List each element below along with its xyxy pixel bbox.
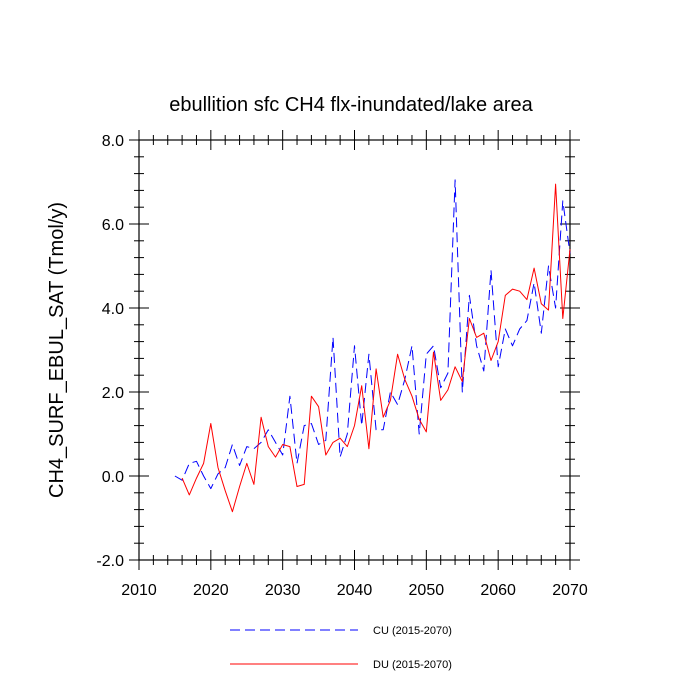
- y-tick-label: 6.0: [102, 217, 124, 234]
- y-tick-label: -2.0: [96, 553, 124, 570]
- y-tick-label: 8.0: [102, 133, 124, 150]
- series-line-du: [181, 183, 571, 513]
- tick-marks: [129, 130, 580, 570]
- chart-title: ebullition sfc CH4 flx-inundated/lake ar…: [169, 94, 533, 116]
- x-tick-label: 2060: [480, 582, 516, 599]
- legend-item-cu: CU (2015-2070): [230, 625, 452, 637]
- y-tick-label: 4.0: [102, 301, 124, 318]
- x-tick-label: 2030: [265, 582, 301, 599]
- series-lines: [174, 179, 571, 513]
- y-tick-label: 2.0: [102, 385, 124, 402]
- legend-item-du: DU (2015-2070): [230, 659, 452, 671]
- legend: CU (2015-2070) DU (2015-2070): [230, 625, 452, 671]
- series-line-cu: [174, 179, 571, 490]
- y-axis-label: CH4_SURF_EBUL_SAT (Tmol/y): [46, 202, 68, 498]
- legend-label: CU (2015-2070): [373, 625, 452, 637]
- x-tick-label: 2050: [409, 582, 445, 599]
- x-tick-label: 2020: [193, 582, 229, 599]
- legend-label: DU (2015-2070): [373, 659, 452, 671]
- x-tick-label: 2010: [121, 582, 157, 599]
- x-tick-label: 2070: [552, 582, 588, 599]
- x-tick-label: 2040: [337, 582, 373, 599]
- tick-labels: 2010 2020 2030 2040 2050 2060 2070 -2.0 0.0 2.0 4.…: [96, 133, 587, 599]
- y-tick-label: 0.0: [102, 469, 124, 486]
